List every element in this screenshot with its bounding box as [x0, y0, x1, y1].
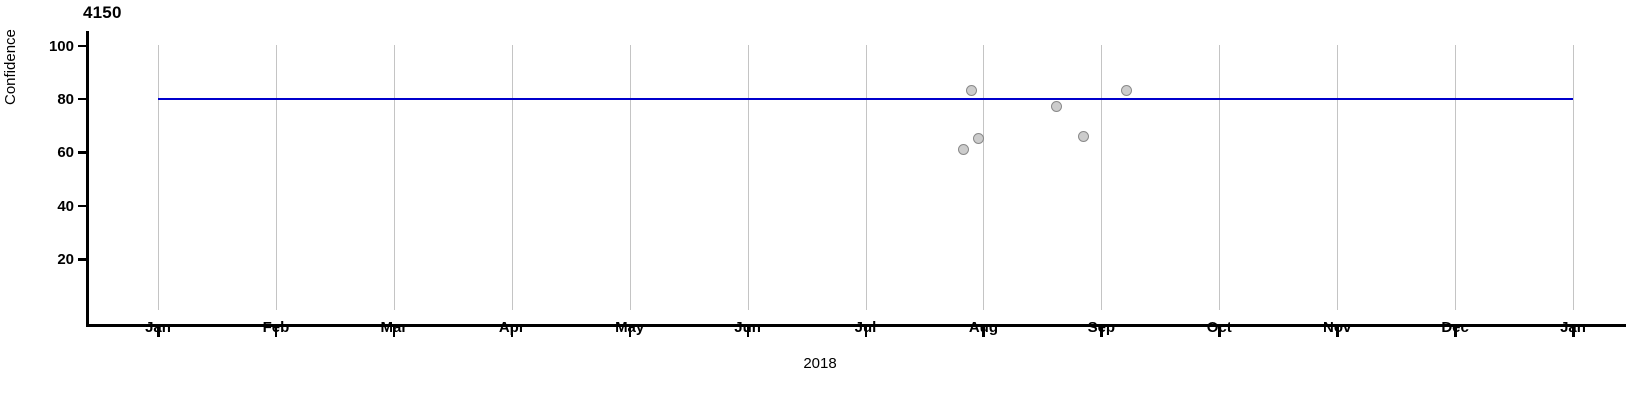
gridline-nov-10	[1337, 45, 1339, 310]
x-tick-4	[628, 327, 632, 337]
x-tick-8	[1100, 327, 1103, 337]
y-tick-label-60: 60	[57, 144, 74, 162]
x-tick-label-aug-7: Aug	[968, 319, 998, 336]
x-tick-3	[510, 327, 514, 337]
x-tick-label-oct-9: Oct	[1206, 319, 1232, 336]
x-tick-11	[1454, 327, 1457, 337]
chart-title: 4150	[83, 3, 122, 22]
gridline-feb-1	[275, 45, 277, 310]
y-tick-80	[78, 97, 87, 101]
x-tick-1	[274, 327, 278, 337]
y-tick-label-wrap-60: 60	[0, 144, 74, 162]
x-tick-label-nov-10: Nov	[1322, 319, 1352, 336]
gridline-oct-9	[1219, 45, 1221, 310]
gridline-may-4	[629, 45, 631, 310]
x-tick-label-sep-8: Sep	[1087, 319, 1116, 336]
x-axis-title: 2018	[0, 355, 1650, 372]
gridline-dec-11	[1455, 45, 1457, 310]
y-tick-label-wrap-20: 20	[0, 251, 74, 268]
x-tick-label-jan-12: Jan	[1560, 319, 1586, 336]
x-tick-label-mar-2: Mar	[380, 319, 408, 336]
x-tick-12	[1572, 327, 1575, 337]
y-tick-label-wrap-80: 80	[0, 90, 74, 108]
x-tick-label-apr-3: Apr	[498, 319, 525, 336]
y-tick-label-wrap-40: 40	[0, 197, 74, 215]
y-tick-label-80: 80	[57, 90, 74, 108]
x-tick-2	[392, 327, 396, 337]
y-tick-100	[78, 44, 87, 47]
x-tick-0	[157, 327, 160, 337]
y-tick-20	[78, 258, 87, 261]
y-tick-label-wrap-100: 100	[0, 37, 74, 55]
data-point[interactable]	[1077, 130, 1089, 142]
gridline-jan-12	[1573, 45, 1574, 310]
x-tick-6	[864, 327, 867, 337]
x-tick-label-may-4: May	[615, 319, 645, 336]
x-tick-label-jun-5: Jun	[734, 319, 761, 336]
gridline-aug-7	[983, 45, 985, 310]
y-tick-40	[78, 204, 87, 208]
x-axis-title-text: 2018	[803, 355, 837, 372]
data-point[interactable]	[958, 144, 970, 156]
gridline-jul-6	[865, 45, 867, 310]
data-point[interactable]	[1051, 101, 1063, 113]
x-tick-label-feb-1: Feb	[262, 319, 290, 336]
x-tick-label-dec-11: Dec	[1441, 319, 1469, 336]
y-axis-line	[86, 31, 89, 327]
x-tick-10	[1336, 327, 1339, 337]
x-tick-9	[1218, 327, 1221, 337]
gridline-sep-8	[1101, 45, 1103, 310]
x-tick-label-jan-0: Jan	[145, 319, 171, 336]
y-tick-label-40: 40	[57, 197, 74, 215]
x-tick-label-jul-6: Jul	[854, 319, 877, 336]
gridline-mar-2	[393, 45, 395, 310]
data-point[interactable]	[973, 133, 985, 145]
x-axis-line	[86, 324, 1626, 327]
x-tick-7	[982, 327, 985, 337]
y-tick-60	[78, 151, 87, 154]
confidence-threshold-line	[158, 97, 1573, 100]
x-tick-5	[746, 327, 750, 337]
y-tick-label-20: 20	[57, 251, 74, 268]
gridline-apr-3	[511, 45, 513, 310]
gridline-jan-0	[158, 45, 159, 310]
gridline-jun-5	[747, 45, 749, 310]
data-point[interactable]	[965, 85, 977, 97]
data-point[interactable]	[1121, 85, 1133, 97]
y-tick-label-100: 100	[48, 37, 74, 55]
